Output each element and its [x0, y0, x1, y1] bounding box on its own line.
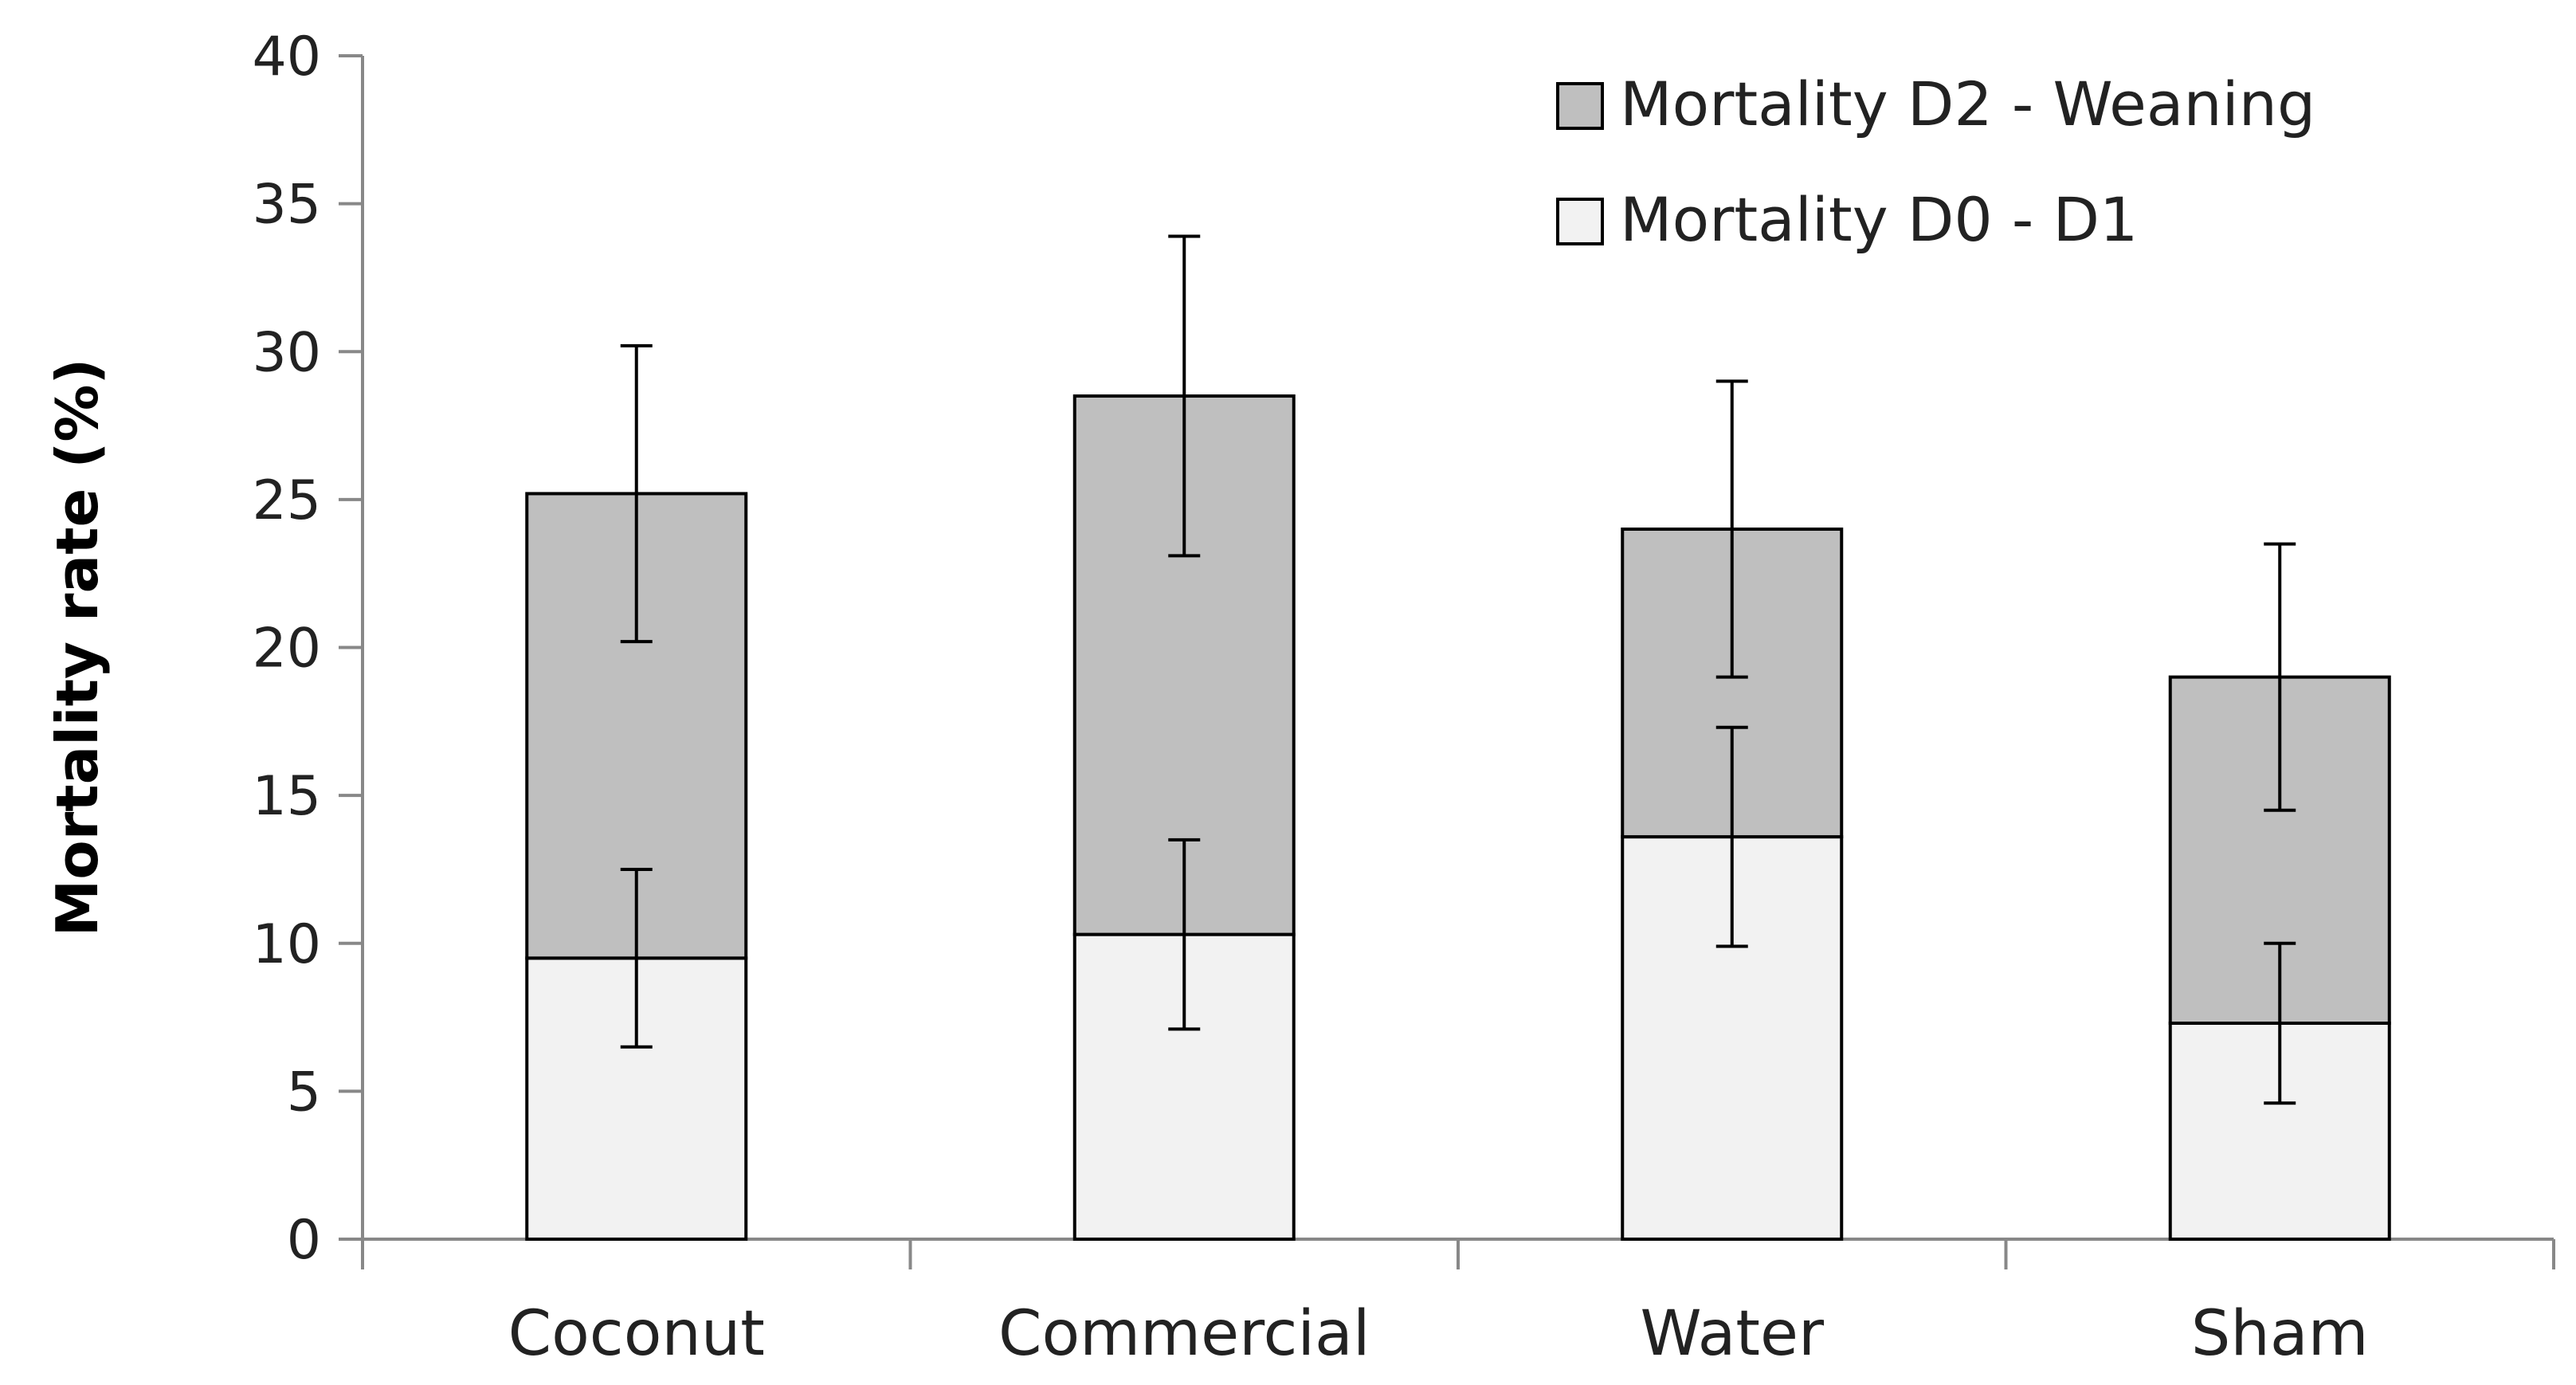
bar-commercial-series-0 [1072, 932, 1296, 1242]
y-tick-label: 40 [252, 26, 321, 88]
y-tick-label: 15 [252, 765, 321, 828]
y-tick-label: 10 [252, 913, 321, 976]
legend-swatch [1556, 82, 1604, 130]
y-tick-label: 30 [252, 321, 321, 384]
bar-coconut-series-0 [525, 956, 748, 1241]
y-tick-label: 20 [252, 618, 321, 681]
y-axis-title: Mortality rate (%) [44, 359, 111, 937]
legend: Mortality D2 - Weaning Mortality D0 - D1 [1556, 69, 2315, 255]
error-bars-layer [620, 234, 2296, 1105]
y-tick-label: 0 [287, 1209, 321, 1272]
y-tick-label: 5 [287, 1061, 321, 1124]
legend-swatch [1556, 198, 1604, 245]
y-tick-label: 35 [252, 174, 321, 237]
bars-layer [525, 394, 2391, 1242]
legend-label: Mortality D0 - D1 [1620, 184, 2138, 255]
x-category-label: Commercial [998, 1298, 1370, 1370]
labels-layer: 0 5 10 15 20 25 30 35 40 Mortality rate (%) Coconu… [44, 26, 2369, 1370]
legend-label: Mortality D2 - Weaning [1620, 69, 2315, 139]
y-tick-label: 25 [252, 469, 321, 532]
x-category-label: Sham [2191, 1298, 2369, 1370]
x-category-label: Water [1640, 1298, 1825, 1370]
x-category-label: Coconut [508, 1298, 765, 1370]
